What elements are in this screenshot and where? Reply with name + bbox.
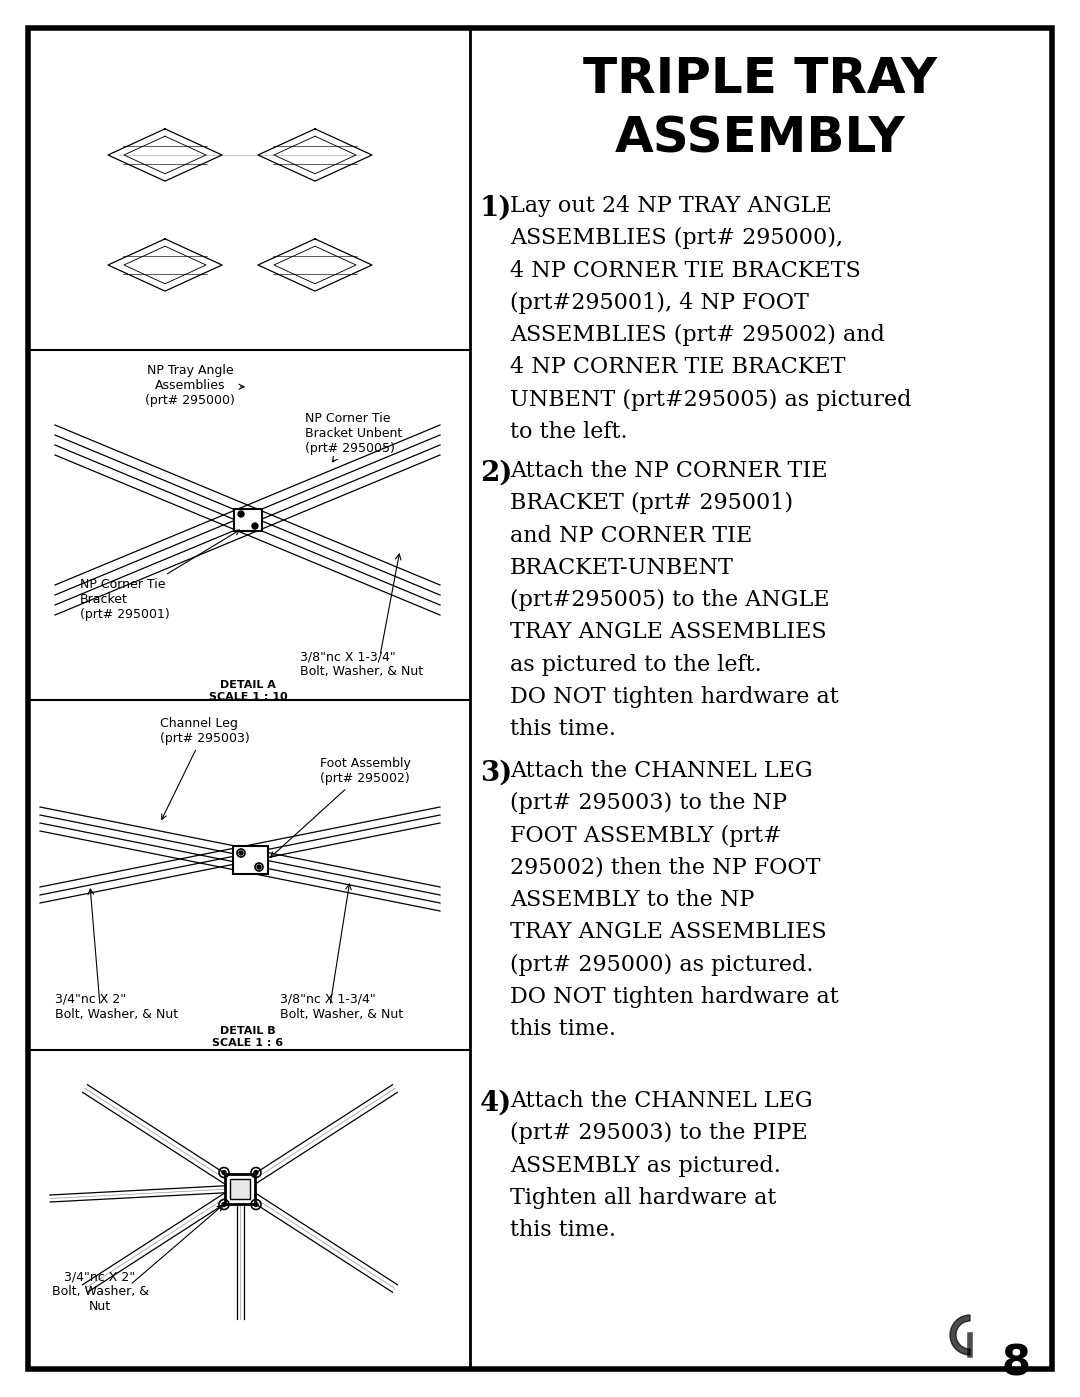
Text: 3/8"nc X 1-3/4"
Bolt, Washer, & Nut: 3/8"nc X 1-3/4" Bolt, Washer, & Nut — [300, 650, 423, 678]
Bar — [225, 1173, 255, 1203]
Bar — [230, 1179, 249, 1199]
Circle shape — [239, 851, 243, 855]
Wedge shape — [950, 1315, 970, 1355]
Circle shape — [238, 511, 244, 517]
Text: Lay out 24 NP TRAY ANGLE
ASSEMBLIES (prt# 295000),
4 NP CORNER TIE BRACKETS
(prt: Lay out 24 NP TRAY ANGLE ASSEMBLIES (prt… — [510, 196, 912, 443]
Bar — [234, 509, 262, 531]
Circle shape — [254, 1171, 258, 1175]
Text: DETAIL B
SCALE 1 : 6: DETAIL B SCALE 1 : 6 — [213, 1025, 284, 1048]
Text: TRIPLE TRAY
ASSEMBLY: TRIPLE TRAY ASSEMBLY — [583, 54, 937, 162]
Text: NP Tray Angle
Assemblies
(prt# 295000): NP Tray Angle Assemblies (prt# 295000) — [145, 365, 244, 407]
Text: NP Corner Tie
Bracket Unbent
(prt# 295005): NP Corner Tie Bracket Unbent (prt# 29500… — [305, 412, 402, 462]
Circle shape — [252, 522, 258, 529]
Text: 1): 1) — [480, 196, 512, 222]
Text: Channel Leg
(prt# 295003): Channel Leg (prt# 295003) — [160, 717, 249, 820]
Text: 3/8"nc X 1-3/4"
Bolt, Washer, & Nut: 3/8"nc X 1-3/4" Bolt, Washer, & Nut — [280, 993, 403, 1021]
Circle shape — [254, 1203, 258, 1207]
Text: 3/4"nc X 2"
Bolt, Washer, & Nut: 3/4"nc X 2" Bolt, Washer, & Nut — [55, 993, 178, 1021]
Text: NP Corner Tie
Bracket
(prt# 295001): NP Corner Tie Bracket (prt# 295001) — [80, 529, 240, 622]
Text: Attach the CHANNEL LEG
(prt# 295003) to the NP
FOOT ASSEMBLY (prt#
295002) then : Attach the CHANNEL LEG (prt# 295003) to … — [510, 760, 839, 1039]
Text: 3/4"nc X 2"
Bolt, Washer, &
Nut: 3/4"nc X 2" Bolt, Washer, & Nut — [52, 1270, 149, 1313]
Text: 8: 8 — [1001, 1343, 1030, 1384]
Text: 2): 2) — [480, 460, 512, 488]
Text: Attach the NP CORNER TIE
BRACKET (prt# 295001)
and NP CORNER TIE
BRACKET-UNBENT
: Attach the NP CORNER TIE BRACKET (prt# 2… — [510, 460, 839, 740]
Text: DETAIL A
SCALE 1 : 10: DETAIL A SCALE 1 : 10 — [208, 680, 287, 701]
Text: Attach the CHANNEL LEG
(prt# 295003) to the PIPE
ASSEMBLY as pictured.
Tighten a: Attach the CHANNEL LEG (prt# 295003) to … — [510, 1090, 812, 1241]
Bar — [232, 847, 268, 875]
Circle shape — [222, 1171, 226, 1175]
Circle shape — [222, 1203, 226, 1207]
Text: 3): 3) — [480, 760, 512, 787]
Text: Foot Assembly
(prt# 295002): Foot Assembly (prt# 295002) — [270, 757, 410, 858]
Circle shape — [257, 865, 261, 869]
Text: 4): 4) — [480, 1090, 512, 1118]
